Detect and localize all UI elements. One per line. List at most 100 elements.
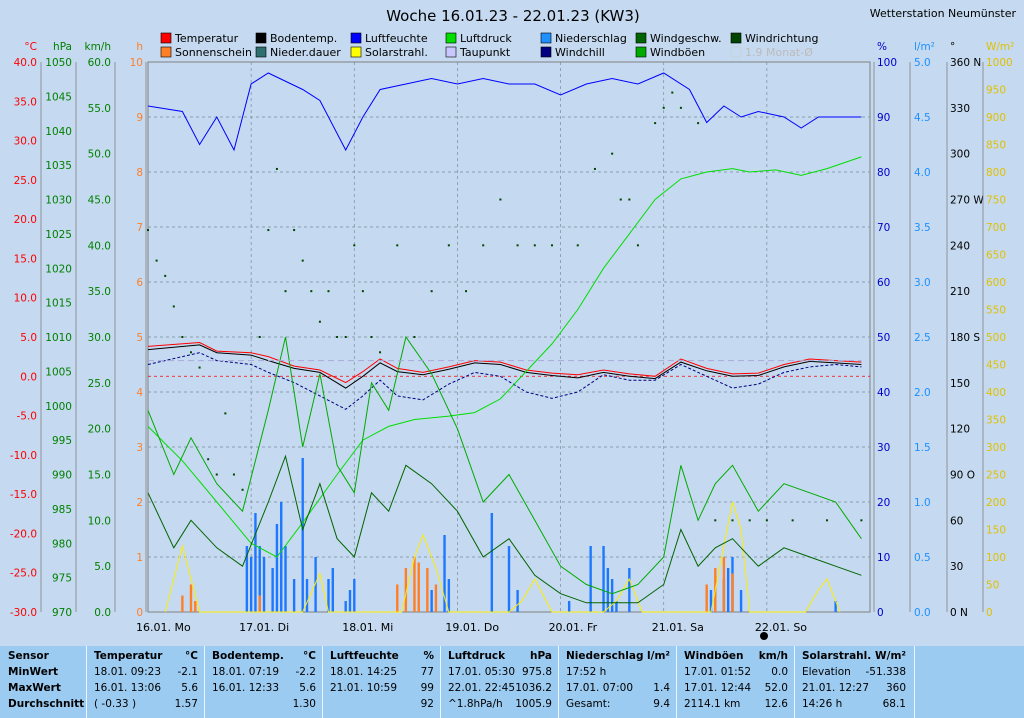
axis-tick-label: 800 <box>986 167 1006 179</box>
axis-tick-label: 35.0 <box>14 96 37 108</box>
stats-cell: 77 <box>420 666 434 678</box>
wind-direction-dot <box>430 290 433 293</box>
wind-direction-dot <box>344 336 347 338</box>
rain-bar <box>245 546 249 612</box>
wind-direction-dot <box>379 351 382 354</box>
stats-cell: 18.01. 14:25 <box>330 666 397 678</box>
wind-direction-dot <box>301 259 304 262</box>
x-tick-label: 19.01. Do <box>445 621 499 634</box>
rain-bar <box>739 590 743 612</box>
stats-cell: 5.6 <box>181 682 198 694</box>
wind-direction-dot <box>576 244 579 247</box>
axis-tick-label: 975 <box>52 573 72 585</box>
stats-cell: Gesamt: <box>566 698 611 710</box>
axis-tick-label: 650 <box>986 250 1006 262</box>
axis-tick-label: 1.5 <box>914 442 931 454</box>
axis-tick-label: 0.0 <box>94 607 111 619</box>
axis-tick-label: 3 <box>136 442 143 454</box>
wind-direction-dot <box>336 336 339 338</box>
rain-bar <box>447 579 451 612</box>
wind-direction-dot <box>679 106 682 109</box>
axis-tick-label: 2.5 <box>914 332 931 344</box>
rain-bar <box>292 579 296 612</box>
series-line <box>147 341 862 384</box>
axis-tick-label: 250 <box>986 470 1006 482</box>
axis-tick-label: 270 W <box>950 195 984 207</box>
wind-direction-dot <box>499 198 502 201</box>
sunshine-bar <box>404 568 408 612</box>
solar-line <box>164 501 841 613</box>
chart-legend: Temperatur Bodentemp. Luftfeuchte Luftdruck… <box>160 32 818 59</box>
axis-tick-label: 0.0 <box>20 371 37 383</box>
axis-unit: hPa <box>53 41 72 53</box>
rain-bar <box>249 557 253 612</box>
rain-bar <box>254 513 257 612</box>
stats-cell: -2.1 <box>177 666 199 678</box>
stats-cell: 1.57 <box>174 698 198 710</box>
axis-tick-label: 400 <box>986 387 1006 399</box>
stats-cell: Windböen <box>684 650 744 662</box>
stats-cell: 16.01. 13:06 <box>94 682 161 694</box>
legend-swatch <box>540 46 552 58</box>
wind-direction-dot <box>215 473 218 476</box>
wind-direction-dot <box>155 259 158 262</box>
stats-cell: °C <box>303 650 316 662</box>
axis-tick-label: 10 <box>130 57 143 69</box>
wind-direction-dot <box>533 244 536 247</box>
axis-tick-label: 995 <box>52 435 72 447</box>
axis-tick-label: 4 <box>136 387 143 399</box>
wind-direction-dot <box>147 229 149 232</box>
axis-tick-label: 40.0 <box>88 240 111 252</box>
wind-direction-dot <box>232 473 235 476</box>
axis-tick-label: 7 <box>136 222 143 234</box>
stats-cell: ^1.8hPa/h <box>448 698 503 710</box>
sunshine-bar <box>258 595 261 612</box>
axis-tick-label: 980 <box>52 538 72 550</box>
axis-tick-label: 30.0 <box>14 136 37 148</box>
stats-cell: Luftfeuchte <box>330 650 399 662</box>
wind-direction-dot <box>791 519 794 522</box>
stats-cell: hPa <box>530 650 552 662</box>
stats-separator <box>204 646 205 718</box>
wind-direction-dot <box>327 290 330 293</box>
axis-tick-label: 180 S <box>950 332 980 344</box>
stats-cell: 21.01. 12:27 <box>802 682 869 694</box>
rain-bar <box>610 579 614 612</box>
rain-bar <box>430 590 433 612</box>
legend-label: Solarstrahl. <box>365 46 428 59</box>
x-tick-label: 16.01. Mo <box>136 621 191 634</box>
rain-bar <box>262 557 266 612</box>
sunshine-bar <box>426 568 429 612</box>
stats-cell: 14:26 h <box>802 698 843 710</box>
rain-bar <box>567 601 571 612</box>
axis-tick-label: 20.0 <box>88 424 111 436</box>
wind-direction-dot <box>413 336 416 338</box>
legend-swatch <box>730 46 742 58</box>
axis-tick-label: 350 <box>986 415 1006 427</box>
axis-tick-label: 15.0 <box>14 253 37 265</box>
stats-cell: Elevation <box>802 666 851 678</box>
wind-direction-dot <box>465 290 468 293</box>
wind-direction-dot <box>207 458 210 461</box>
axis-tick-label: 330 <box>950 103 970 115</box>
rain-bar <box>348 590 352 612</box>
axis-tick-label: -25.0 <box>10 568 37 580</box>
axis-tick-label: 1035 <box>45 160 72 172</box>
stats-cell: 17.01. 01:52 <box>684 666 751 678</box>
axis-tick-label: 1010 <box>45 332 72 344</box>
stats-cell: Solarstrahl. <box>802 650 872 662</box>
rain-bar <box>331 568 334 612</box>
series-line <box>147 454 862 604</box>
stats-cell: 92 <box>420 698 434 710</box>
wind-direction-dot <box>284 290 287 293</box>
x-tick-label: 18.01. Mi <box>342 621 393 634</box>
rain-bar <box>353 579 356 612</box>
axis-tick-label: 60.0 <box>88 57 111 69</box>
axis-tick-label: 10 <box>877 552 890 564</box>
axis-tick-label: 200 <box>986 497 1006 509</box>
legend-swatch <box>350 32 362 44</box>
stats-cell: 52.0 <box>764 682 788 694</box>
wind-direction-dot <box>361 290 364 293</box>
rain-bar <box>709 590 713 612</box>
axis-tick-label: 0 <box>986 607 993 619</box>
